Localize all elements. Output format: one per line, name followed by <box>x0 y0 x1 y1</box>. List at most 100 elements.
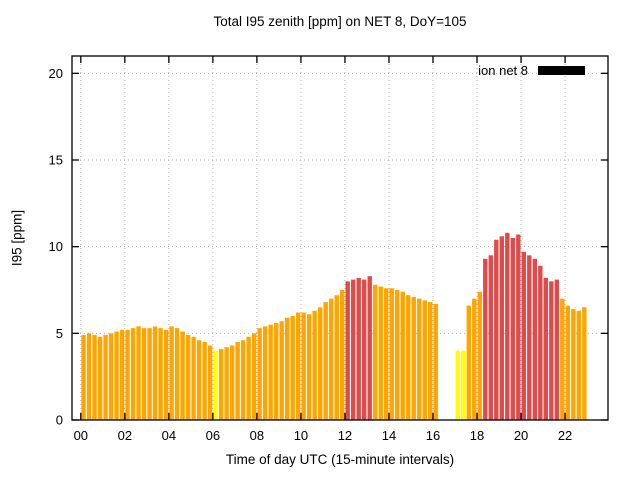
bar <box>224 347 229 420</box>
bar <box>97 336 103 420</box>
y-tick-label: 5 <box>56 326 63 341</box>
bar <box>499 236 504 420</box>
legend: ion net 8 <box>478 63 585 78</box>
bar <box>229 345 235 420</box>
bar <box>510 238 515 420</box>
bar <box>571 309 576 420</box>
bar <box>477 291 482 420</box>
bar <box>169 326 174 420</box>
y-tick-label: 20 <box>49 66 63 81</box>
bar <box>334 295 339 420</box>
bar <box>323 302 328 420</box>
bar <box>268 324 273 420</box>
bar <box>532 258 538 420</box>
legend-label: ion net 8 <box>478 63 528 78</box>
bar <box>92 335 97 420</box>
bar <box>340 290 345 420</box>
bar <box>417 298 422 420</box>
bar <box>141 328 147 420</box>
bar <box>262 326 268 420</box>
bar <box>218 348 224 420</box>
bar <box>505 232 510 420</box>
bar <box>433 303 438 420</box>
x-tick-label: 02 <box>118 428 132 443</box>
bar <box>527 255 532 420</box>
x-tick-label: 14 <box>382 428 396 443</box>
bar <box>521 251 526 420</box>
bar <box>549 281 554 420</box>
bar <box>251 333 257 420</box>
bar <box>516 234 521 420</box>
bar <box>235 342 240 420</box>
bar <box>494 239 499 420</box>
y-tick-label: 15 <box>49 153 63 168</box>
bar <box>240 340 246 420</box>
bar <box>345 281 350 420</box>
bar <box>174 328 180 420</box>
bar <box>257 328 262 420</box>
bar <box>312 310 317 420</box>
bar <box>378 286 383 420</box>
bar <box>246 336 251 420</box>
x-tick-label: 00 <box>74 428 88 443</box>
bar <box>317 307 323 420</box>
bar <box>207 345 213 420</box>
bar <box>180 331 185 420</box>
x-tick-label: 08 <box>250 428 264 443</box>
bar <box>367 276 372 420</box>
bar <box>472 298 477 420</box>
bar <box>163 329 169 420</box>
bar <box>400 291 405 420</box>
bar <box>130 328 136 420</box>
bar <box>284 317 290 420</box>
y-axis-label: I95 [ppm] <box>9 209 25 267</box>
bar <box>565 305 571 420</box>
legend-swatch <box>538 66 585 75</box>
bar <box>273 322 279 420</box>
x-tick-label: 12 <box>338 428 352 443</box>
bar <box>422 300 427 420</box>
bar <box>191 336 196 420</box>
bar <box>147 328 152 420</box>
bar <box>543 277 549 420</box>
bar <box>196 340 202 420</box>
bar <box>384 288 389 420</box>
bar <box>406 295 411 420</box>
bar <box>389 288 394 420</box>
x-tick-label: 18 <box>470 428 484 443</box>
bar <box>483 258 488 420</box>
chart-title: Total I95 zenith [ppm] on NET 8, DoY=105 <box>213 14 467 29</box>
bar <box>125 329 130 420</box>
x-tick-label: 20 <box>514 428 528 443</box>
bar <box>328 298 334 420</box>
bar <box>279 321 284 420</box>
bar <box>411 296 416 420</box>
bar <box>290 316 295 420</box>
bar <box>158 328 163 420</box>
bar <box>202 342 207 420</box>
bar <box>306 314 312 420</box>
bar <box>108 333 114 420</box>
bar <box>538 265 543 420</box>
bar <box>395 290 400 420</box>
bar <box>455 350 460 420</box>
y-tick-label: 0 <box>56 413 63 428</box>
bar <box>103 335 108 420</box>
bar <box>119 329 125 420</box>
bar <box>152 326 158 420</box>
bar <box>86 333 92 420</box>
bar <box>301 312 306 420</box>
bar <box>356 277 361 420</box>
bar <box>466 305 471 420</box>
bar <box>185 335 191 420</box>
bar <box>114 331 119 420</box>
bar <box>560 298 565 420</box>
x-tick-label: 04 <box>162 428 176 443</box>
bar <box>488 255 493 420</box>
x-tick-label: 10 <box>294 428 308 443</box>
x-tick-label: 06 <box>206 428 220 443</box>
bar <box>461 350 466 420</box>
bar <box>351 279 356 420</box>
